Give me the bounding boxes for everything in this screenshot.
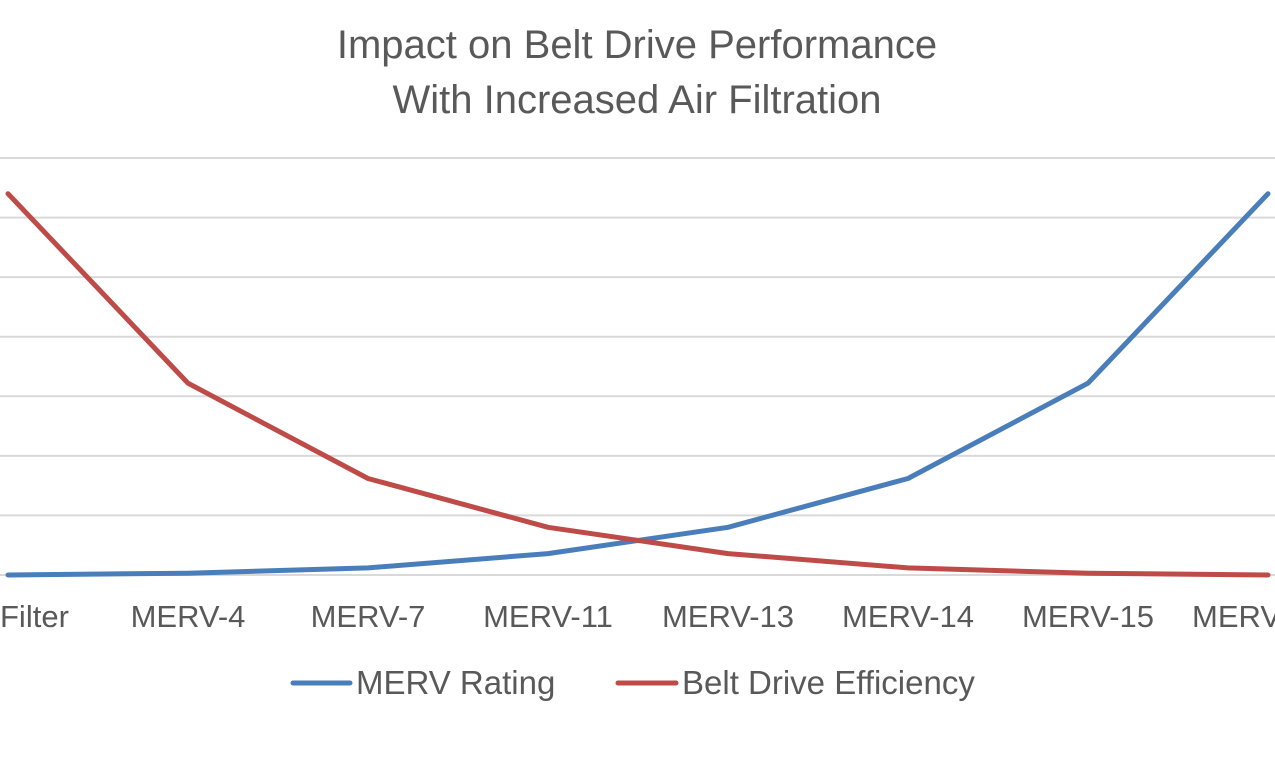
chart-title-line-2: With Increased Air Filtration	[392, 78, 881, 122]
legend-label-belt-drive-efficiency: Belt Drive Efficiency	[682, 664, 975, 701]
legend-label-merv-rating: MERV Rating	[356, 664, 555, 701]
x-tick-label: MERV-4	[131, 599, 246, 634]
gridlines	[0, 157, 1275, 576]
legend: MERV Rating Belt Drive Efficiency	[290, 664, 975, 701]
series-line-merv-rating	[5, 191, 1271, 578]
x-tick-label: Filter	[0, 599, 69, 634]
series-layer	[5, 191, 1271, 578]
x-tick-label: MERV-14	[842, 599, 974, 634]
x-tick-label: MERV-15	[1022, 599, 1154, 634]
x-tick-label: MERV-7	[311, 599, 426, 634]
chart-title-line-1: Impact on Belt Drive Performance	[337, 23, 937, 67]
x-tick-label: MERV-13	[662, 599, 794, 634]
x-axis-tick-labels: Filter MERV-4 MERV-7 MERV-11 MERV-13 MERV-14 M…	[0, 599, 1275, 634]
chart-title: Impact on Belt Drive Performance With In…	[337, 23, 937, 122]
x-tick-label: MERV-11	[483, 599, 613, 634]
x-tick-label: MERV	[1192, 599, 1275, 634]
series-line-belt-drive-efficiency	[5, 191, 1271, 578]
